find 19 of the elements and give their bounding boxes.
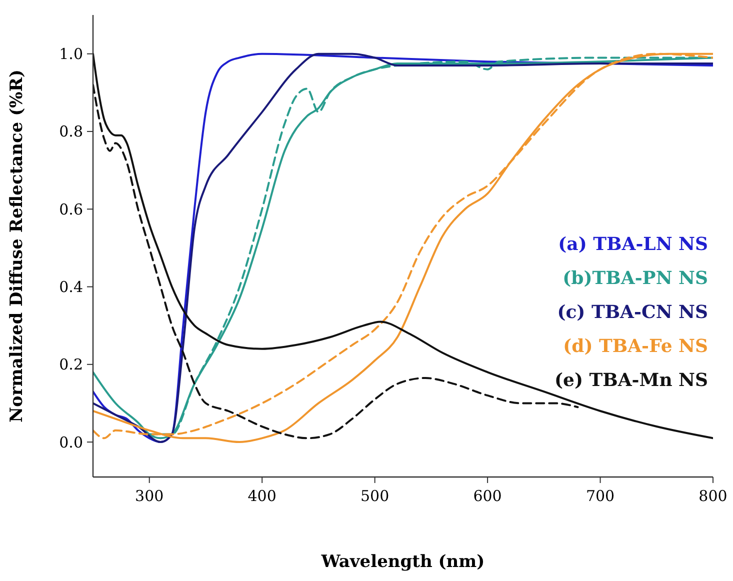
text: (a) TBA-LN NS (558, 234, 708, 255)
x-tick-label: 700 (586, 487, 615, 505)
x-tick-label: 500 (360, 487, 390, 505)
x-tick-label: 600 (473, 487, 502, 505)
x-tick-label: 400 (248, 487, 276, 505)
x-axis-title: Wavelength (nm) (320, 552, 485, 572)
text: (d) TBA-Fe NS (563, 336, 708, 357)
y-tick-label: 0.0 (59, 433, 83, 452)
y-axis-title: Normalized Diffuse Reflectance (%R) (7, 70, 27, 422)
series-label: (e) TBA-Mn NS (554, 370, 708, 391)
y-tick-label: 1.0 (59, 45, 83, 64)
text: (b)TBA-PN NS (562, 268, 708, 289)
y-tick-label: 0.2 (59, 356, 83, 374)
y-tick-label: 0.6 (59, 200, 83, 218)
x-tick-label: 800 (698, 487, 728, 505)
y-tick-label: 0.8 (59, 122, 83, 141)
text: (c) TBA-CN NS (557, 302, 708, 323)
x-tick-label: 300 (135, 487, 164, 505)
y-tick-label: 0.4 (59, 278, 83, 296)
